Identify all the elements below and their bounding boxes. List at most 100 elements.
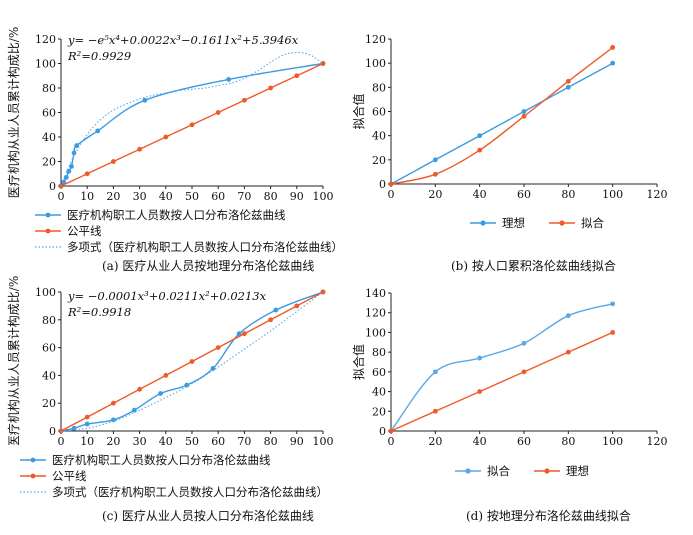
chart-b-series-0-point	[610, 60, 616, 66]
chart-b-y-tick-label: 20	[372, 154, 386, 167]
chart-b-y-tick-label: 60	[372, 106, 386, 119]
chart-b-x-tick-label: 60	[517, 188, 531, 201]
chart-b-x-tick-label: 40	[473, 188, 487, 201]
legend-d-label-1: 拟合	[487, 464, 510, 478]
chart-b-series-1-point	[432, 171, 438, 177]
chart-a-series-1-point	[215, 110, 221, 115]
chart-b-y-tick-label: 0	[379, 178, 386, 191]
legend-c-item-1: 医疗机构职工人员数按人口分布洛伦兹曲线	[20, 452, 271, 468]
chart-d-y-tick-label: 140	[365, 287, 386, 300]
chart-c-y-tick-label: 20	[42, 397, 56, 410]
chart-a-y-tick-label: 80	[42, 82, 56, 95]
chart-a-x-tick-label: 40	[159, 190, 173, 203]
chart-a-x-tick-label: 100	[313, 190, 334, 203]
chart-b-y-tick-label: 120	[365, 33, 386, 46]
chart-c-series-0-point	[184, 382, 190, 388]
chart-a-x-tick-label: 20	[106, 190, 120, 203]
legend-c-label-2: 公平线	[52, 469, 87, 483]
chart-b-series-1-point	[388, 181, 394, 187]
chart-c-series-1-point	[163, 373, 169, 378]
chart-a-series-0-point	[226, 77, 232, 82]
chart-a-y-tick-label: 40	[42, 131, 56, 144]
chart-c-y-tick-label: 0	[49, 425, 56, 438]
legend-line-marker-icon	[20, 471, 46, 481]
chart-b-x-tick-label: 0	[388, 188, 395, 201]
chart-d-x-tick-label: 120	[647, 435, 668, 448]
caption-d: (d) 按地理分布洛伦兹曲线拟合	[466, 509, 631, 523]
chart-a-series-1-point	[242, 97, 247, 103]
chart-a-y-axis-label: 医疗机构从业人员累计构成比/%	[6, 27, 21, 198]
chart-c-series-0-point	[131, 407, 137, 413]
chart-c-series-1-point	[84, 414, 90, 420]
chart-d-series-1-point	[610, 330, 616, 335]
chart-b-x-tick-label: 80	[561, 188, 575, 201]
chart-c: 0 10 20 30 40 50 60 70 80 90 100 0 20 40 60 80 100 医疗机构从业…	[6, 276, 334, 445]
chart-c-y-tick-label: 60	[42, 342, 56, 355]
chart-d-x-tick-label: 80	[561, 435, 575, 448]
chart-a-x-tick-label: 60	[211, 190, 225, 203]
chart-b-series-0-point	[565, 84, 571, 90]
chart-d-series-0-point	[521, 340, 527, 346]
chart-a-series-0-point	[95, 128, 101, 134]
chart-d-series-0-point	[432, 369, 438, 375]
chart-b-y-axis-label: 拟合值	[351, 93, 366, 129]
chart-a-series-1-point	[268, 85, 273, 91]
legend-line-marker-icon	[35, 210, 61, 220]
chart-b-x-tick-label: 100	[602, 188, 623, 201]
chart-a-y-tick-label: 120	[35, 33, 56, 46]
chart-a-series-1-point	[294, 73, 300, 79]
chart-c-series-1-point	[137, 386, 143, 392]
chart-c-series-0-point	[236, 331, 242, 337]
chart-d-y-tick-label: 100	[365, 326, 386, 339]
chart-c-series-2-line	[60, 291, 324, 432]
chart-d-series-0-point	[565, 313, 571, 319]
chart-d-series-0-point	[610, 301, 616, 307]
chart-a-x-tick-label: 70	[237, 190, 251, 203]
chart-b-y-tick-label: 40	[372, 130, 386, 143]
legend-b-label-2: 拟合	[581, 216, 604, 230]
chart-c-x-tick-label: 40	[159, 435, 173, 445]
chart-a-series-0-point	[63, 175, 69, 180]
legend-a-item-1: 医疗机构职工人员数按人口分布洛伦兹曲线	[35, 207, 286, 223]
chart-d-series-1-point	[477, 389, 483, 394]
chart-b-x-tick-label: 120	[647, 188, 668, 201]
chart-d-x-tick-label: 20	[428, 435, 442, 448]
legend-line-marker-icon	[20, 455, 46, 465]
legend-c-item-3: 多项式（医疗机构职工人员数按人口分布洛伦兹曲线）	[20, 484, 328, 500]
chart-b-series-1-point	[477, 147, 483, 153]
chart-c-series-1-point	[189, 359, 195, 364]
chart-d-series-0-line	[390, 303, 613, 432]
chart-d-series-0-point	[477, 355, 483, 361]
chart-c-series-0-point	[273, 307, 279, 313]
chart-c-series-1-point	[268, 317, 273, 323]
chart-b-series-0-point	[477, 133, 483, 139]
chart-a-series-0-point	[142, 97, 148, 103]
chart-c-x-tick-label: 0	[58, 435, 65, 445]
chart-d-x-tick-label: 100	[602, 435, 623, 448]
chart-b-series-1-point	[521, 113, 527, 119]
chart-a-x-tick-label: 50	[185, 190, 199, 203]
chart-a-series-1-point	[163, 134, 169, 140]
chart-a-series-0-point	[69, 164, 74, 169]
legend-d-label-2: 理想	[566, 464, 589, 478]
chart-d-series-1-point	[432, 408, 438, 414]
legend-dotted-line-icon	[20, 487, 46, 497]
chart-c-x-tick-label: 10	[80, 435, 94, 445]
chart-a-equation: y= −e⁵x⁴+0.0022x³−0.1611x²+5.3946x	[67, 33, 299, 47]
chart-c-series-0-point	[158, 391, 163, 396]
caption-b: (b) 按人口累积洛伦兹曲线拟合	[451, 259, 616, 273]
chart-d-y-tick-label: 0	[379, 425, 386, 438]
chart-c-series-1-point	[111, 400, 116, 406]
chart-a-series-2-line	[60, 51, 324, 187]
chart-c-x-tick-label: 50	[185, 435, 199, 445]
chart-a-x-tick-label: 80	[264, 190, 278, 203]
chart-d-y-tick-label: 20	[372, 405, 386, 418]
chart-a-series-1-point	[84, 171, 90, 177]
chart-c-series-1-point	[294, 303, 300, 309]
chart-c-series-1-point	[215, 345, 221, 350]
chart-c-series-0-point	[210, 366, 216, 371]
chart-c-y-axis-label: 医疗机构从业人员累计构成比/%	[6, 276, 21, 445]
legend-a-item-2: 公平线	[35, 223, 102, 239]
chart-c-series-0-point	[111, 417, 116, 423]
chart-b-y-tick-label: 100	[365, 57, 386, 70]
